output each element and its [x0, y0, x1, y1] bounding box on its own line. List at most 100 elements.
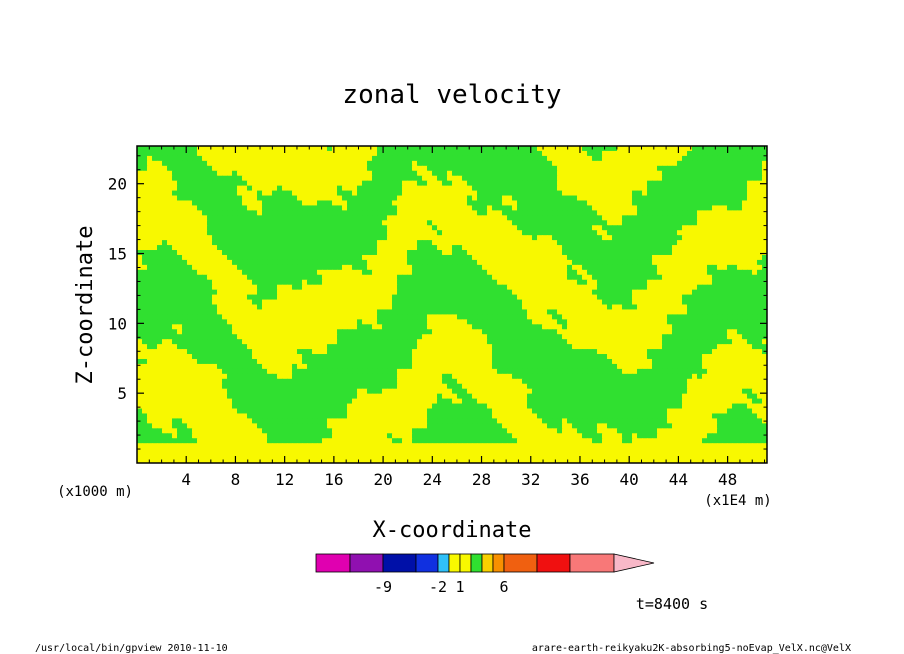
field-cell [477, 220, 483, 226]
field-cell [482, 279, 488, 286]
field-cell [307, 210, 313, 216]
field-cell [642, 150, 648, 157]
field-cell [587, 289, 593, 296]
field-cell [312, 155, 318, 162]
field-cell [227, 160, 233, 167]
field-cell [277, 250, 283, 256]
field-cell [522, 150, 528, 157]
field-cell [657, 190, 663, 197]
field-cell [167, 150, 173, 157]
field-cell [497, 314, 503, 320]
field-cell [407, 195, 413, 202]
field-cell [742, 200, 748, 207]
field-cell [512, 250, 518, 256]
field-cell [732, 334, 738, 340]
field-cell [312, 324, 318, 330]
field-cell [402, 334, 408, 340]
field-cell [342, 215, 348, 221]
field-cell [247, 150, 253, 157]
field-cell [542, 150, 548, 157]
field-cell [552, 210, 558, 216]
field-cell [212, 230, 218, 236]
field-cell [407, 284, 413, 291]
field-cell [287, 264, 293, 271]
field-cell [412, 175, 418, 182]
field-cell [297, 329, 303, 335]
field-cell [697, 225, 703, 231]
field-cell [462, 230, 468, 236]
field-cell [417, 319, 423, 325]
field-cell [422, 230, 428, 236]
field-cell [247, 284, 253, 291]
field-cell [147, 284, 153, 291]
field-cell [197, 180, 203, 187]
field-cell [747, 160, 753, 167]
field-cell [357, 245, 363, 251]
field-cell [142, 289, 148, 296]
field-cell [717, 294, 723, 301]
field-cell [387, 269, 393, 276]
field-cell [652, 314, 658, 320]
field-cell [317, 220, 323, 226]
field-cell [162, 215, 168, 221]
field-cell [662, 205, 668, 211]
field-cell [332, 254, 338, 261]
field-cell [352, 279, 358, 286]
field-cell [707, 284, 713, 291]
field-cell [612, 329, 618, 335]
field-cell [467, 220, 473, 226]
field-cell [187, 200, 193, 207]
field-cell [482, 146, 488, 152]
field-cell [647, 274, 653, 281]
field-cell [332, 205, 338, 211]
field-cell [322, 254, 328, 261]
field-cell [442, 259, 448, 266]
field-cell [502, 175, 508, 182]
field-cell [642, 259, 648, 266]
field-cell [272, 314, 278, 320]
field-cell [452, 240, 458, 246]
field-cell [582, 334, 588, 340]
field-cell [597, 180, 603, 187]
field-cell [747, 314, 753, 320]
field-cell [462, 339, 468, 345]
field-cell [172, 264, 178, 271]
field-cell [607, 190, 613, 197]
field-cell [327, 200, 333, 207]
field-cell [487, 210, 493, 216]
field-cell [197, 259, 203, 266]
field-cell [692, 269, 698, 276]
field-cell [572, 299, 578, 306]
field-cell [542, 170, 548, 177]
field-cell [357, 314, 363, 320]
field-cell [737, 190, 743, 197]
field-cell [657, 324, 663, 330]
field-cell [197, 150, 203, 157]
field-cell [507, 264, 513, 271]
field-cell [547, 329, 553, 335]
field-cell [317, 329, 323, 335]
field-cell [187, 284, 193, 291]
field-cell [362, 329, 368, 335]
field-cell [527, 195, 533, 202]
field-cell [457, 180, 463, 187]
field-cell [237, 329, 243, 335]
field-cell [717, 190, 723, 197]
field-cell [542, 175, 548, 182]
field-cell [267, 230, 273, 236]
field-cell [612, 230, 618, 236]
field-cell [177, 245, 183, 251]
field-cell [487, 245, 493, 251]
field-cell [537, 165, 543, 172]
field-cell [267, 210, 273, 216]
field-cell [197, 210, 203, 216]
field-cell [642, 205, 648, 211]
field-cell [702, 324, 708, 330]
field-cell [747, 289, 753, 296]
field-cell [272, 250, 278, 256]
field-cell [557, 329, 563, 335]
field-cell [327, 190, 333, 197]
field-cell [312, 289, 318, 296]
field-cell [657, 269, 663, 276]
field-cell [342, 304, 348, 311]
